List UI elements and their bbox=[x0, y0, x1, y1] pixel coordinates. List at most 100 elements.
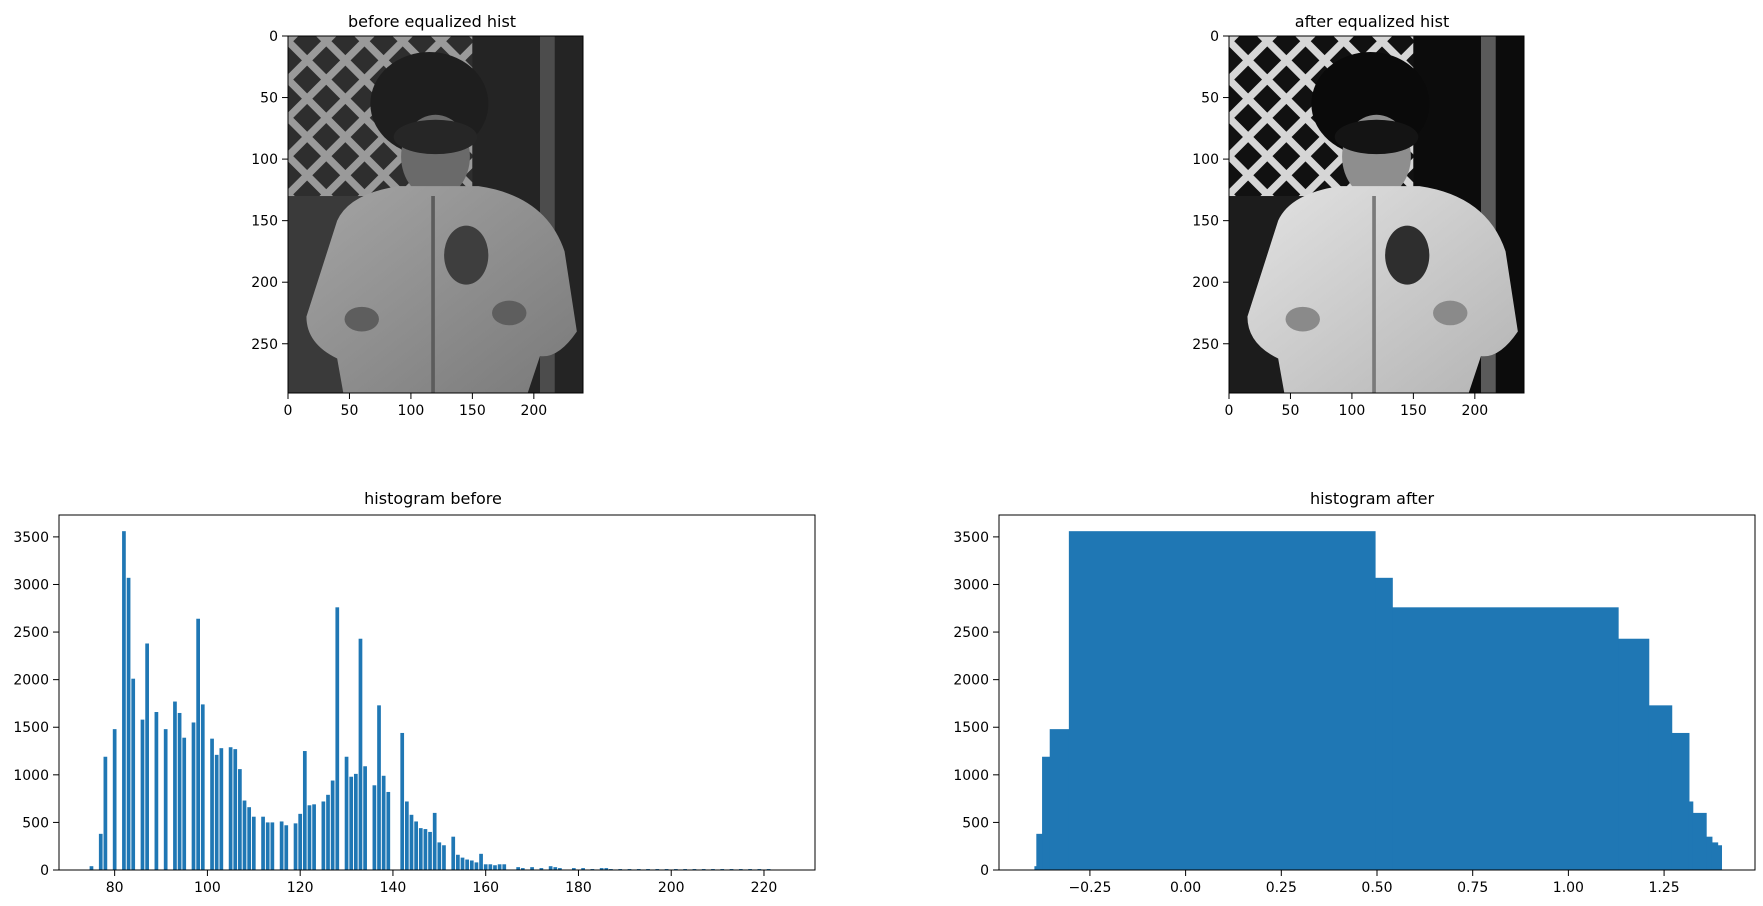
histogram-before-bar bbox=[432, 812, 437, 870]
histogram-after-bar bbox=[1711, 842, 1719, 870]
histogram-before-bar bbox=[154, 712, 159, 870]
histogram-after-ytick-label: 2000 bbox=[953, 673, 989, 689]
histogram-after-bar bbox=[1068, 531, 1376, 870]
histogram-before-bar bbox=[140, 719, 145, 870]
histogram-after-ytick-label: 1000 bbox=[953, 768, 989, 784]
histogram-before-ytick-label: 1000 bbox=[13, 768, 49, 784]
histogram-before-bar bbox=[344, 756, 349, 870]
histogram-before-bar bbox=[326, 794, 330, 870]
after-image-ytick-label: 200 bbox=[1192, 275, 1219, 291]
histogram-before-bar bbox=[520, 868, 525, 870]
histogram-before-title: histogram before bbox=[364, 489, 502, 508]
after-image-axes: 0 50 100 150 200 0 50 100 150 200 250 bbox=[1192, 29, 1525, 419]
after-image-xtick-label: 100 bbox=[1339, 403, 1366, 419]
histogram-before-bar bbox=[321, 801, 326, 870]
after-photo bbox=[1229, 36, 1524, 393]
histogram-after-bar bbox=[1618, 638, 1650, 870]
histogram-before-xtick-label: 180 bbox=[565, 880, 592, 896]
before-image-ytick-label: 200 bbox=[251, 275, 278, 291]
histogram-before-bar bbox=[242, 800, 247, 870]
histogram-before-bar bbox=[381, 775, 386, 870]
histogram-before-bar bbox=[219, 748, 224, 870]
after-image-xtick-label: 50 bbox=[1282, 403, 1300, 419]
histogram-before-bar bbox=[210, 738, 214, 870]
histogram-before-bar bbox=[112, 729, 117, 870]
histogram-after-bar bbox=[1648, 705, 1673, 870]
histogram-before-bar bbox=[363, 766, 367, 870]
histogram-before-bar bbox=[469, 860, 474, 870]
histogram-before-bar bbox=[233, 749, 238, 870]
after-image-xtick-label: 150 bbox=[1400, 403, 1427, 419]
histogram-before-ytick-label: 500 bbox=[22, 815, 49, 831]
histogram-after-bars bbox=[1034, 531, 1723, 870]
histogram-before-panel: histogram before 80 100 120 140 160 180 200 220… bbox=[13, 489, 816, 896]
histogram-before-bar bbox=[284, 825, 289, 870]
after-image-xtick-label: 200 bbox=[1461, 403, 1488, 419]
histogram-before-ytick-label: 2500 bbox=[13, 625, 49, 641]
histogram-after-bar bbox=[1688, 801, 1694, 870]
before-image-ytick-label: 100 bbox=[251, 152, 278, 168]
histogram-before-axes: 80 100 120 140 160 180 200 220 0 500 1000 1500 2000 2… bbox=[13, 514, 816, 896]
histogram-before-bar bbox=[460, 857, 465, 870]
before-image-axes: 0 50 100 150 200 0 50 100 150 200 250 bbox=[251, 29, 584, 419]
histogram-after-axes: −0.25 0.00 0.25 0.50 0.75 1.00 1.25 0 500 1000 150… bbox=[953, 514, 1756, 896]
after-image-ytick-label: 0 bbox=[1210, 29, 1219, 45]
histogram-before-bar bbox=[456, 854, 460, 870]
histogram-before-bar bbox=[200, 704, 205, 870]
histogram-before-bar bbox=[330, 780, 335, 870]
histogram-before-bar bbox=[497, 864, 502, 870]
before-image-xtick-label: 0 bbox=[284, 403, 293, 419]
histogram-before-bar bbox=[302, 751, 307, 870]
histogram-after-xtick-label: 0.50 bbox=[1361, 880, 1392, 896]
histogram-before-xtick-label: 140 bbox=[380, 880, 407, 896]
histogram-before-bar bbox=[335, 607, 340, 870]
histogram-before-bar bbox=[409, 814, 414, 870]
histogram-before-bar bbox=[451, 836, 456, 870]
after-image-title: after equalized hist bbox=[1295, 12, 1449, 31]
histogram-before-bar bbox=[298, 813, 303, 870]
after-image-ytick-label: 250 bbox=[1192, 337, 1219, 353]
histogram-before-ytick-label: 3500 bbox=[13, 530, 49, 546]
histogram-before-bar bbox=[228, 747, 233, 870]
histogram-before-bar bbox=[265, 822, 270, 870]
before-image-ytick-label: 0 bbox=[269, 29, 278, 45]
histogram-before-xtick-label: 160 bbox=[472, 880, 499, 896]
histogram-before-xtick-label: 80 bbox=[106, 880, 124, 896]
histogram-after-bar bbox=[1036, 833, 1043, 870]
histogram-before-bar bbox=[145, 643, 149, 870]
histogram-before-bar bbox=[98, 833, 103, 870]
histogram-before-bar bbox=[571, 868, 576, 870]
histogram-before-bar bbox=[404, 801, 409, 870]
histogram-after-title: histogram after bbox=[1310, 489, 1434, 508]
histogram-before-bar bbox=[483, 864, 488, 870]
histogram-before-bar bbox=[238, 769, 242, 870]
histogram-before-bar bbox=[349, 776, 354, 870]
after-image-ytick-label: 150 bbox=[1192, 214, 1219, 230]
histogram-before-bar bbox=[126, 577, 131, 870]
histogram-after-ytick-label: 500 bbox=[962, 815, 989, 831]
histogram-after-bar bbox=[1717, 845, 1723, 870]
histogram-before-bar bbox=[414, 821, 418, 870]
histogram-before-bar bbox=[261, 816, 265, 870]
histogram-before-ytick-label: 1500 bbox=[13, 720, 49, 736]
histogram-before-bar bbox=[182, 737, 187, 870]
before-image-ytick-label: 250 bbox=[251, 337, 278, 353]
histogram-after-ytick-label: 3500 bbox=[953, 530, 989, 546]
histogram-before-bar bbox=[163, 729, 168, 870]
before-image-title: before equalized hist bbox=[348, 12, 516, 31]
histogram-after-xtick-label: −0.25 bbox=[1068, 880, 1111, 896]
histogram-before-bar bbox=[89, 866, 94, 870]
histogram-after-xtick-label: 1.00 bbox=[1553, 880, 1584, 896]
histogram-after-ytick-label: 3000 bbox=[953, 577, 989, 593]
histogram-before-xtick-label: 100 bbox=[194, 880, 221, 896]
histogram-before-bar bbox=[279, 821, 284, 870]
histogram-before-ytick-label: 0 bbox=[40, 863, 49, 879]
after-image-xtick-label: 0 bbox=[1225, 403, 1234, 419]
histogram-before-bar bbox=[372, 785, 377, 870]
histogram-before-xtick-label: 120 bbox=[287, 880, 314, 896]
before-image-xtick-label: 200 bbox=[520, 403, 547, 419]
histogram-before-bar bbox=[353, 773, 358, 870]
histogram-before-bar bbox=[191, 722, 196, 870]
before-image-xtick-label: 50 bbox=[341, 403, 359, 419]
after-image-ytick-label: 100 bbox=[1192, 152, 1219, 168]
